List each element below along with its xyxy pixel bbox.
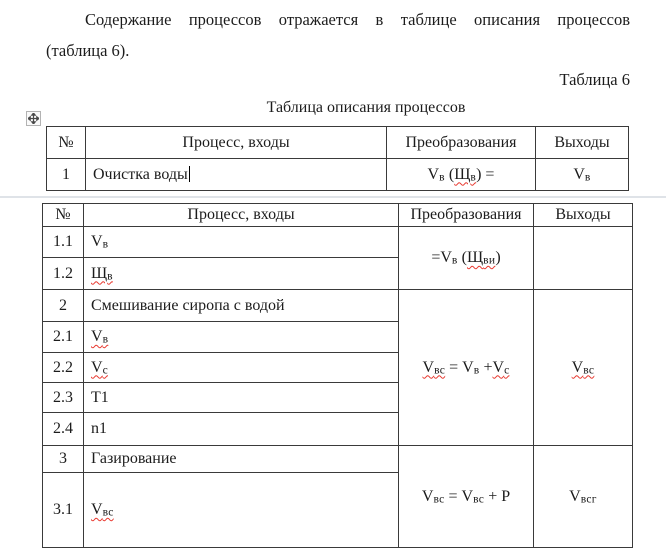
cell-input[interactable]: Vв <box>83 321 399 353</box>
table2-header-num[interactable]: № <box>42 203 84 227</box>
process-table-part2: № Процесс, входы Преобразования Выходы 1… <box>42 203 633 548</box>
table2-header-output[interactable]: Выходы <box>533 203 633 227</box>
cell-transform-merged[interactable]: Vвс = Vв +Vс <box>398 289 534 446</box>
process-table-part1: № Процесс, входы Преобразования Выходы 1… <box>46 126 629 191</box>
cell-process[interactable]: Смешивание сиропа с водой <box>83 289 399 322</box>
cell-input[interactable]: n1 <box>83 412 399 446</box>
cell-text: Vв <box>91 233 109 251</box>
formula-text: ) <box>495 249 501 266</box>
cell-transform[interactable]: Vв (Щв) = <box>386 158 536 191</box>
cell-num[interactable]: 2.1 <box>42 321 84 353</box>
cell-text-misspelled: Vвс <box>91 501 114 519</box>
table1-header-row: № Процесс, входы Преобразования Выходы <box>46 126 629 159</box>
cell-text-misspelled: Щв <box>91 264 113 282</box>
page-separator-line <box>0 196 666 198</box>
cell-output[interactable]: Vв <box>535 158 629 191</box>
table-row: 3 Газирование Vвс = Vвс + Р Vвсг <box>42 445 633 548</box>
table2-header-row: № Процесс, входы Преобразования Выходы <box>42 203 633 227</box>
cell-num[interactable]: 1.2 <box>42 257 84 290</box>
cell-text-misspelled: Vвс <box>571 358 595 376</box>
cell-num[interactable]: 3.1 <box>42 472 84 548</box>
table-row: 1 Очистка воды Vв (Щв) = Vв <box>46 158 629 191</box>
text-cursor <box>188 165 191 182</box>
formula-text: ) = <box>476 165 495 183</box>
cell-transform-merged[interactable]: =Vв (Щви) <box>398 226 534 290</box>
cell-input[interactable]: Vс <box>83 352 399 383</box>
formula-text: Vвс = Vвс + Р <box>421 487 511 505</box>
cell-text: n1 <box>91 420 107 437</box>
cell-input[interactable]: Т1 <box>83 382 399 413</box>
paragraph-line-2[interactable]: (таблица 6). <box>46 41 130 60</box>
formula-text: =Vв ( <box>431 249 467 267</box>
cell-process[interactable]: Газирование <box>83 445 399 473</box>
cell-output-merged-empty[interactable] <box>533 226 633 290</box>
table-number-caption[interactable]: Таблица 6 <box>559 70 630 89</box>
table-row: 2.3 Т1 <box>42 382 633 413</box>
cell-num[interactable]: 2.4 <box>42 412 84 446</box>
cell-num[interactable]: 3 <box>42 445 84 473</box>
cell-text-misspelled: Vс <box>91 358 108 376</box>
cell-num[interactable]: 2.2 <box>42 352 84 383</box>
cell-text: Vв <box>573 165 591 183</box>
cell-text: Газирование <box>91 450 177 467</box>
cell-output-merged[interactable]: Vвсг <box>533 445 633 548</box>
table-row: 2.4 n1 <box>42 412 633 446</box>
paragraph-line-1[interactable]: Содержание процессов отражается в таблиц… <box>85 10 630 29</box>
table-row: 2.2 Vс <box>42 352 633 383</box>
table2-header-transform[interactable]: Преобразования <box>398 203 534 227</box>
table2-header-process[interactable]: Процесс, входы <box>83 203 399 227</box>
table-row: 1.2 Щв <box>42 257 633 290</box>
table-row: 1.1 Vв =Vв (Щви) <box>42 226 633 290</box>
cell-text: Vвсг <box>569 487 597 505</box>
cell-transform-merged[interactable]: Vвс = Vвс + Р <box>398 445 534 548</box>
cell-num[interactable]: 2.3 <box>42 382 84 413</box>
cell-num[interactable]: 1 <box>46 158 86 191</box>
formula-misspelled: Vс <box>492 358 510 376</box>
table-title[interactable]: Таблица описания процессов <box>266 99 466 116</box>
table1-header-process[interactable]: Процесс, входы <box>85 126 387 159</box>
table-row: 2.1 Vв <box>42 321 633 353</box>
cell-input[interactable]: Vв <box>83 226 399 258</box>
formula-misspelled: Щв <box>454 165 477 183</box>
cell-num[interactable]: 2 <box>42 289 84 322</box>
cell-process[interactable]: Очистка воды <box>85 158 387 191</box>
formula-text: = Vв + <box>445 358 493 376</box>
document-page: Содержание процессов отражается в таблиц… <box>0 10 666 548</box>
formula-misspelled: Vвс <box>422 358 446 376</box>
table-row: 2 Смешивание сиропа с водой Vвс = Vв +Vс… <box>42 289 633 446</box>
table1-header-output[interactable]: Выходы <box>535 126 629 159</box>
table1-header-transform[interactable]: Преобразования <box>386 126 536 159</box>
cell-text: Смешивание сиропа с водой <box>91 296 285 314</box>
cell-text: Очистка воды <box>93 165 188 183</box>
cell-input[interactable]: Vвс <box>83 472 399 548</box>
cell-output-merged[interactable]: Vвс <box>533 289 633 446</box>
formula-misspelled: Щви <box>466 249 496 267</box>
four-way-arrow-icon <box>28 113 39 124</box>
table-move-handle-icon[interactable] <box>26 111 41 126</box>
cell-num[interactable]: 1.1 <box>42 226 84 258</box>
cell-text-misspelled: Vв <box>91 328 109 346</box>
table1-header-num[interactable]: № <box>46 126 86 159</box>
formula-text: Vв ( <box>427 165 455 183</box>
cell-text: Т1 <box>91 388 109 406</box>
cell-input[interactable]: Щв <box>83 257 399 290</box>
